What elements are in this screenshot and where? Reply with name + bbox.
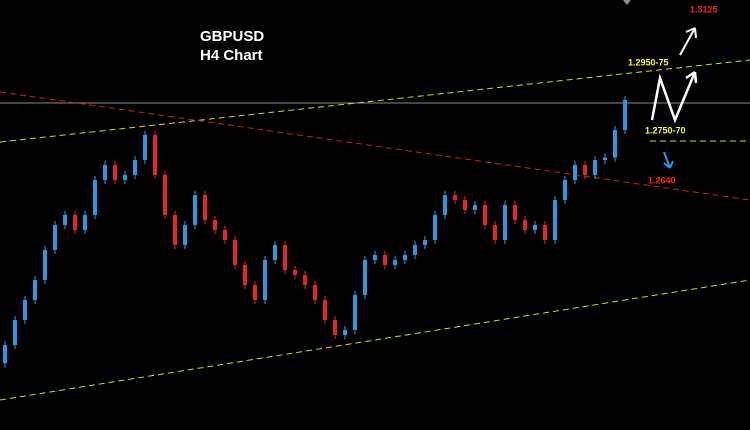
candle-body bbox=[533, 225, 537, 230]
price-annotation: 1.2750-70 bbox=[645, 125, 686, 135]
candle-body bbox=[13, 320, 17, 345]
candle-body bbox=[593, 160, 597, 175]
candle-body bbox=[563, 180, 567, 200]
candle-body bbox=[63, 215, 67, 225]
candle-body bbox=[523, 220, 527, 230]
candle-body bbox=[43, 250, 47, 280]
candle-body bbox=[153, 135, 157, 175]
candle-body bbox=[293, 270, 297, 275]
candle-body bbox=[253, 285, 257, 300]
candle-body bbox=[583, 165, 587, 175]
price-annotation: 1.2950-75 bbox=[628, 57, 669, 67]
candle-body bbox=[373, 255, 377, 260]
marker bbox=[623, 0, 631, 5]
candle-body bbox=[423, 240, 427, 245]
candle-body bbox=[353, 295, 357, 330]
trend-line bbox=[0, 91, 750, 201]
candle-body bbox=[73, 215, 77, 230]
candle-body bbox=[383, 255, 387, 265]
candle-body bbox=[323, 300, 327, 320]
candle-body bbox=[443, 195, 447, 215]
candle-body bbox=[133, 160, 137, 175]
price-annotation: 1.3125 bbox=[690, 4, 718, 14]
candle-body bbox=[483, 205, 487, 225]
candle-body bbox=[213, 220, 217, 230]
candle-body bbox=[83, 215, 87, 230]
candle-body bbox=[173, 215, 177, 245]
candle-body bbox=[183, 225, 187, 245]
candle-body bbox=[33, 280, 37, 300]
candle-body bbox=[283, 245, 287, 270]
candle-body bbox=[403, 255, 407, 260]
candle-body bbox=[333, 320, 337, 335]
candle-body bbox=[313, 285, 317, 300]
candle-body bbox=[473, 205, 477, 210]
candle-body bbox=[433, 215, 437, 240]
trend-line bbox=[0, 279, 750, 401]
candle-body bbox=[53, 225, 57, 250]
candle-body bbox=[413, 245, 417, 255]
candle-body bbox=[163, 175, 167, 215]
candle-body bbox=[343, 330, 347, 335]
candle-body bbox=[503, 205, 507, 240]
candle-body bbox=[553, 200, 557, 240]
candle-body bbox=[203, 195, 207, 220]
trend-line bbox=[0, 59, 750, 143]
candle-body bbox=[603, 157, 607, 160]
candle-body bbox=[23, 300, 27, 320]
candle-body bbox=[143, 135, 147, 160]
candle-body bbox=[3, 345, 7, 364]
candle-body bbox=[303, 275, 307, 285]
candle-body bbox=[273, 245, 277, 260]
candle-body bbox=[93, 180, 97, 215]
candle-body bbox=[453, 195, 457, 200]
candle-body bbox=[243, 265, 247, 285]
candle-body bbox=[263, 260, 267, 300]
chart-title: GBPUSD bbox=[200, 28, 264, 45]
candle-body bbox=[463, 200, 467, 210]
candle-body bbox=[363, 260, 367, 295]
candle-body bbox=[623, 100, 627, 130]
candle-body bbox=[513, 205, 517, 220]
candle-body bbox=[223, 230, 227, 240]
arrow-head bbox=[685, 70, 698, 84]
candle-body bbox=[193, 195, 197, 225]
up-arrow bbox=[679, 27, 697, 56]
projection-arrow bbox=[650, 71, 697, 124]
candle-body bbox=[493, 225, 497, 240]
candle-body bbox=[573, 165, 577, 180]
candle-body bbox=[613, 130, 617, 158]
price-annotation: 1.2640 bbox=[648, 175, 676, 185]
candle-body bbox=[233, 240, 237, 265]
candle-body bbox=[113, 165, 117, 180]
chart-subtitle: H4 Chart bbox=[200, 47, 263, 64]
candle-body bbox=[543, 225, 547, 240]
candle-body bbox=[123, 175, 127, 180]
candles bbox=[3, 95, 627, 368]
candle-body bbox=[393, 260, 397, 265]
candle-body bbox=[103, 165, 107, 180]
down-arrow bbox=[663, 151, 674, 169]
